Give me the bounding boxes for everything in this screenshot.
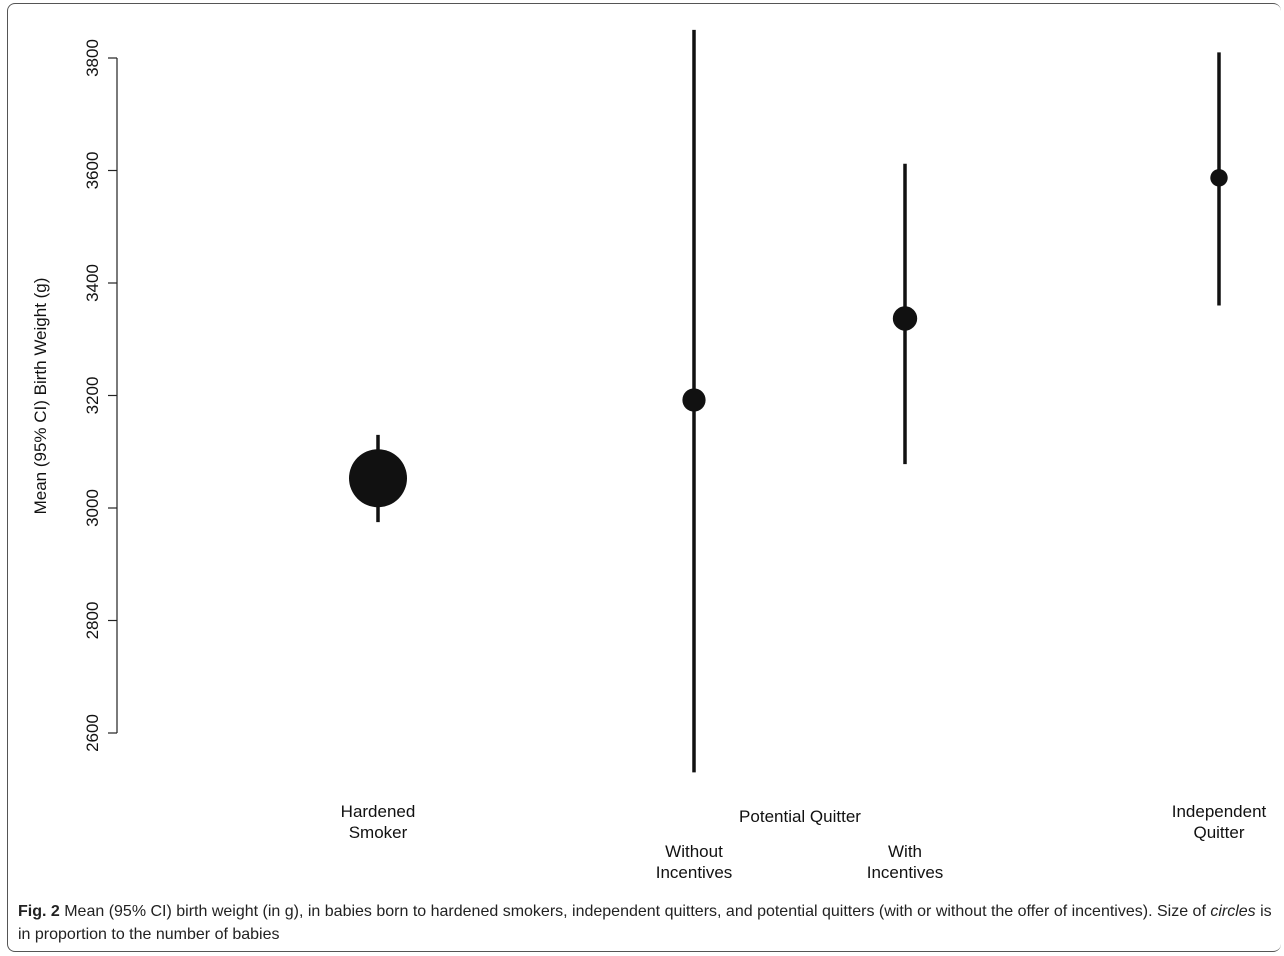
group-label-potential-quitter: Potential Quitter — [739, 807, 861, 826]
y-tick-label-4: 3400 — [83, 264, 102, 302]
mean-point-2 — [892, 306, 918, 331]
y-tick-label-5: 3600 — [83, 152, 102, 190]
y-tick-label-0: 2600 — [83, 714, 102, 752]
y-tick-label-3: 3200 — [83, 377, 102, 415]
figure-caption: Fig. 2 Mean (95% CI) birth weight (in g)… — [18, 900, 1274, 946]
category-label-0: Hardened Smoker — [340, 802, 416, 842]
caption-italic-word: circles — [1210, 903, 1256, 920]
y-tick-label-2: 3000 — [83, 489, 102, 527]
y-axis: 2600 2800 3000 3200 3400 3600 3800 — [83, 39, 118, 752]
caption-text-1: Mean (95% CI) birth weight (in g), in ba… — [59, 903, 1211, 920]
data-marks — [349, 29, 1228, 773]
chart-plot: 2600 2800 3000 3200 3400 3600 3800 Mean (95% C… — [31, 29, 1228, 773]
figure-frame — [7, 3, 1281, 952]
y-axis-label: Mean (95% CI) Birth Weight (g) — [31, 278, 50, 515]
mean-point-0 — [349, 449, 407, 508]
caption-fig-label: Fig. 2 — [18, 903, 60, 920]
y-tick-label-6: 3800 — [83, 39, 102, 77]
caption-text-2: is in proportion to the number of babies — [18, 903, 1272, 943]
category-label-2: With Incentives — [866, 842, 944, 882]
mean-point-1 — [682, 388, 706, 412]
y-tick-label-1: 2800 — [83, 602, 102, 640]
category-label-1: Without Incentives — [655, 842, 733, 882]
mean-point-3 — [1210, 169, 1228, 187]
category-label-3: Independent Quitter — [1171, 802, 1267, 842]
